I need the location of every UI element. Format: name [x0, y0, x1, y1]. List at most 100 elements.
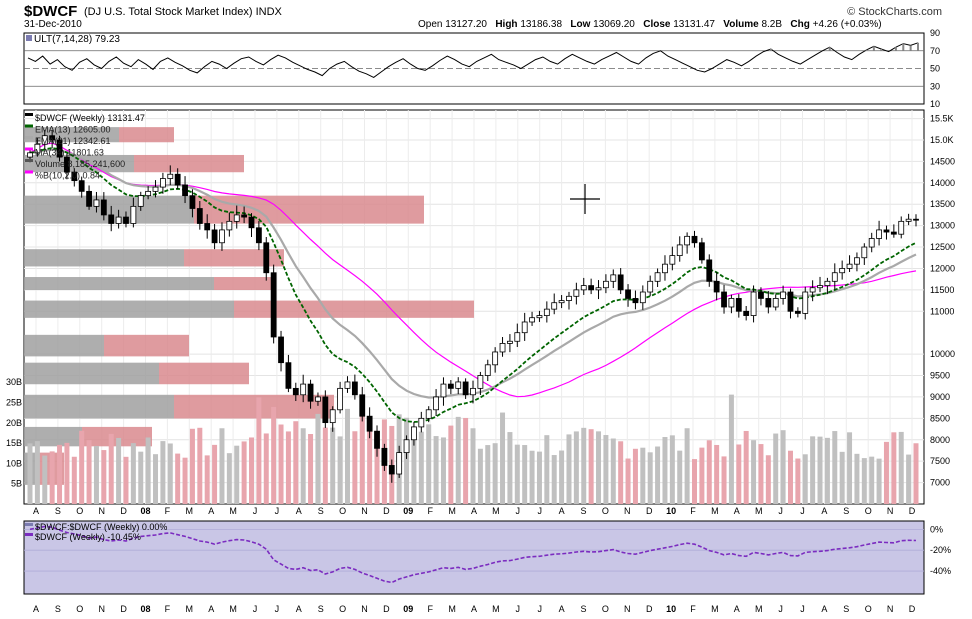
candle-body: [182, 184, 188, 197]
volume-bar: [433, 436, 439, 504]
month-label: M: [448, 506, 456, 516]
candle-body: [159, 178, 166, 188]
month-label-bottom: D: [646, 604, 653, 614]
volume-bar: [507, 432, 513, 504]
volume-bar: [632, 448, 638, 504]
volume-bar: [706, 440, 712, 504]
price-legend-entry: EMA(21) 12342.61: [35, 136, 111, 146]
ticker-symbol: $DWCF: [24, 3, 78, 20]
month-label: N: [361, 506, 368, 516]
month-label-bottom: M: [711, 604, 719, 614]
volume-bar: [662, 437, 668, 504]
volume-bar: [787, 450, 793, 504]
candle-body: [898, 220, 905, 235]
candle-body: [455, 381, 462, 389]
volume-bar: [883, 441, 889, 504]
candle-body: [721, 291, 727, 308]
candle-body: [418, 417, 425, 428]
month-label-bottom: N: [98, 604, 105, 614]
month-label-bottom: J: [778, 604, 783, 614]
price-panel[interactable]: 15.5K 15.0K 14500 14000 13500 13000 12500 12000…: [6, 109, 955, 505]
candle-body: [713, 280, 720, 293]
month-label: D: [383, 506, 390, 516]
candle-body: [145, 190, 152, 197]
month-label-bottom: F: [165, 604, 171, 614]
month-label-bottom: J: [800, 604, 805, 614]
month-label: 10: [666, 506, 676, 516]
candle-body: [507, 340, 513, 344]
month-label-bottom: D: [909, 604, 916, 614]
price-tick-label: 14000: [930, 178, 955, 188]
candle-body: [913, 218, 919, 221]
volume-tick-label: 15B: [6, 438, 22, 448]
volume-bar: [241, 441, 247, 504]
candle-body: [706, 259, 713, 282]
candle-body: [396, 452, 403, 475]
volume-bar: [49, 451, 55, 504]
month-label-bottom: S: [580, 604, 586, 614]
volume-bar: [795, 458, 801, 504]
month-label-bottom: N: [887, 604, 894, 614]
price-tick-label: 8500: [930, 413, 950, 423]
price-legend-swatch: [25, 159, 33, 162]
volume-bar: [418, 431, 424, 504]
open-value: 13127.20: [445, 19, 487, 30]
month-label: N: [98, 506, 105, 516]
month-label: D: [120, 506, 127, 516]
month-label: A: [296, 506, 302, 516]
ult-tick-label: 90: [930, 28, 940, 38]
volume-bar: [522, 445, 528, 504]
price-legend-swatch: [25, 124, 33, 128]
candle-body: [499, 343, 506, 353]
candle-body: [580, 285, 587, 291]
candle-body: [366, 415, 373, 432]
volume-bar: [610, 438, 616, 504]
volume-bar: [145, 437, 151, 504]
volume-bar: [692, 459, 697, 504]
volume-bar: [913, 443, 919, 504]
candle-body: [691, 235, 698, 244]
candle-body: [86, 190, 92, 207]
chart-header: $DWCF (DJ U.S. Total Stock Market Index)…: [0, 0, 972, 30]
volume-bar: [721, 456, 727, 504]
performance-tick-label: -40%: [930, 566, 951, 576]
volume-bar: [226, 453, 232, 504]
candle-body: [765, 298, 772, 308]
month-label: J: [253, 506, 258, 516]
month-label: F: [427, 506, 433, 516]
ticker-name: (DJ U.S. Total Stock Market Index) INDX: [84, 6, 282, 18]
candle-body: [152, 186, 159, 192]
month-label-bottom: M: [755, 604, 763, 614]
price-tick-label: 15.5K: [930, 114, 954, 124]
volume-bar: [249, 437, 254, 504]
price-legend-swatch: [25, 113, 33, 116]
candle-body: [285, 362, 292, 389]
month-label: S: [843, 506, 849, 516]
volume-bar: [463, 417, 469, 504]
month-label-bottom: M: [229, 604, 237, 614]
candle-body: [270, 272, 277, 338]
performance-legend-entry: $DWCF (Weekly) -10.45%: [35, 532, 141, 542]
volume-bar: [500, 412, 506, 504]
volume-bar: [212, 444, 218, 504]
candle-body: [484, 364, 491, 376]
close-value: 13131.47: [673, 19, 715, 30]
volume-bar: [101, 450, 107, 504]
candle-body: [71, 171, 78, 182]
volume-bar: [130, 443, 136, 504]
volume-bar: [588, 429, 594, 504]
volume-bar: [234, 445, 240, 504]
candle-body: [403, 439, 410, 454]
performance-legend-entry: $DWCF:$DWCF (Weekly) 0.00%: [35, 522, 167, 532]
volume-value: 8.2B: [761, 19, 783, 30]
volume-profile-up-bar: [24, 362, 159, 385]
ult-tick-label: 30: [930, 81, 940, 91]
candle-body: [854, 257, 860, 265]
volume-bar: [544, 435, 550, 504]
candle-body: [595, 287, 602, 291]
candle-body: [255, 227, 262, 244]
candle-body: [558, 300, 565, 304]
volume-bar: [285, 431, 291, 504]
candle-body: [492, 351, 499, 366]
